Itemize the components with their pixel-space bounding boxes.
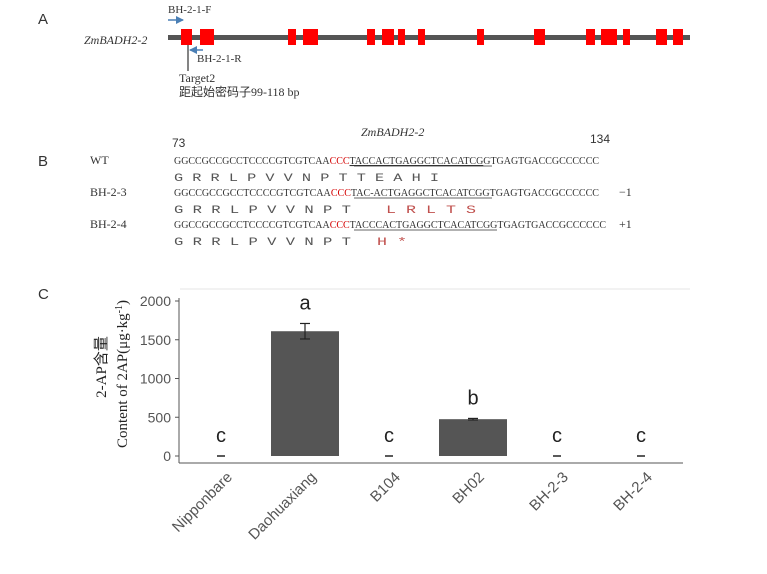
seq-bh-2-3: GGCCGCCGCCTCCCCGTCGTCAACCCTAC-ACTGAGGCTC…: [174, 187, 599, 199]
intron-line: [168, 35, 690, 40]
exon-1: [181, 29, 192, 45]
target-name: Target2: [179, 71, 215, 85]
indel-bh-2-4: +1: [619, 217, 632, 231]
panel-b: B ZmBADH2-2 73 134 WT GGCCGCCGCCTCCCCGTC…: [38, 125, 632, 249]
seq-wt-target: TACCACTGAGGCTCACATCG: [350, 155, 484, 167]
exon-11: [586, 29, 595, 45]
indel-bh-2-3: −1: [619, 185, 632, 199]
x-tick-label-Nipponbare: Nipponbare: [169, 469, 236, 536]
x-tick-label-BH-2-4: BH-2-4: [610, 469, 656, 515]
x-tick-label-B104: B104: [367, 469, 404, 506]
seq-bh-2-3-post: GTGAGTGACCGCCCCCC: [482, 187, 599, 199]
row-name-bh-2-3: BH-2-3: [90, 185, 127, 199]
exon-14: [656, 29, 667, 45]
primer-reverse-label: BH-2-1-R: [197, 53, 242, 65]
exon-3: [288, 29, 296, 45]
exon-10: [534, 29, 545, 45]
exon-9: [477, 29, 484, 45]
gene-name-b: ZmBADH2-2: [361, 125, 424, 139]
y-ticks: 0 500 1000 1500 2000: [140, 293, 179, 464]
aa-wt: G R R L P V V N P T T E A H I: [174, 173, 439, 185]
significance-letter-B104: c: [384, 425, 394, 447]
panel-c-label: C: [38, 286, 49, 303]
exon-15: [673, 29, 683, 45]
position-start: 73: [172, 136, 186, 150]
panel-c: C 2-AP含量 Content of 2AP(μg·kg-1) 0 500 100…: [38, 286, 690, 543]
y-axis-label-en: Content of 2AP(μg·kg-1): [114, 300, 131, 448]
aa-wt-normal: G R R L P V V N P T T E A H I: [174, 173, 439, 185]
significance-letter-BH02: b: [467, 387, 478, 409]
exon-12: [601, 29, 617, 45]
bar-Daohuaxiang: [271, 331, 339, 456]
primer-forward-label: BH-2-1-F: [168, 4, 211, 16]
exon-7: [398, 29, 405, 45]
y-tick-label-2: 1000: [140, 371, 171, 387]
panel-a-label: A: [38, 11, 48, 28]
target-description: 距起始密码子99-118 bp: [179, 84, 300, 99]
seq-wt-pam: CCC: [330, 155, 350, 167]
x-tick-label-BH02: BH02: [449, 469, 488, 508]
row-name-wt: WT: [90, 153, 109, 167]
seq-bh-2-3-pam: CCC: [331, 187, 351, 199]
significance-letter-Daohuaxiang: a: [299, 292, 311, 314]
exon-6: [382, 29, 394, 45]
seq-bh-2-3-target: TAC-ACTGAGGCTCACATCG: [351, 187, 482, 199]
significance-letter-Nipponbare: c: [216, 425, 226, 447]
exon-13: [623, 29, 630, 45]
y-axis-label-en-sup: -1: [114, 305, 125, 313]
gene-name-a: ZmBADH2-2: [84, 33, 147, 47]
seq-bh-2-4-pre: GGCCGCCGCCTCCCCGTCGTCAA: [174, 219, 330, 231]
seq-bh-2-4-pam: CCC: [330, 219, 350, 231]
seq-wt-pre: GGCCGCCGCCTCCCCGTCGTCAA: [174, 155, 330, 167]
aa-bh-2-4-mutant: H *: [377, 237, 407, 249]
y-axis-label-en-close: ): [115, 300, 131, 305]
seq-wt-post: GTGAGTGACCGCCCCCC: [483, 155, 599, 167]
seq-bh-2-4-target: TACCCACTGAGGCTCACATCG: [350, 219, 491, 231]
aa-bh-2-4-normal: G R R L P V V N P T: [174, 237, 352, 249]
x-tick-label-BH-2-3: BH-2-3: [526, 469, 572, 515]
position-end: 134: [590, 132, 610, 146]
seq-bh-2-4: GGCCGCCGCCTCCCCGTCGTCAACCCTACCCACTGAGGCT…: [174, 219, 606, 231]
exon-8: [418, 29, 425, 45]
significance-letter-BH-2-4: c: [636, 425, 646, 447]
exons: [181, 29, 683, 45]
y-tick-label-3: 1500: [140, 332, 171, 348]
significance-letter-BH-2-3: c: [552, 425, 562, 447]
y-tick-label-4: 2000: [140, 293, 171, 309]
panel-a: A ZmBADH2-2 BH-2-1-F BH-2-1-R Target: [38, 4, 690, 99]
aa-bh-2-3-normal: G R R L P V V N P T: [174, 205, 352, 217]
exon-5: [367, 29, 375, 45]
y-tick-label-0: 0: [163, 448, 171, 464]
y-axis-label-cn: 2-AP含量: [93, 336, 110, 398]
x-tick-labels: Nipponbare Daohuaxiang B104 BH02 BH-2-3 BH-2-…: [169, 469, 656, 544]
x-tick-label-Daohuaxiang: Daohuaxiang: [245, 469, 320, 544]
exon-4: [303, 29, 318, 45]
exon-2: [200, 29, 214, 45]
y-tick-label-1: 500: [148, 409, 172, 425]
bars: c a c b c c: [216, 292, 646, 457]
bar-BH02: [439, 419, 507, 456]
seq-bh-2-3-pre: GGCCGCCGCCTCCCCGTCGTCAA: [174, 187, 331, 199]
panel-b-label: B: [38, 153, 48, 170]
seq-wt: GGCCGCCGCCTCCCCGTCGTCAACCCTACCACTGAGGCTC…: [174, 155, 599, 167]
row-name-bh-2-4: BH-2-4: [90, 217, 127, 231]
aa-bh-2-3-mutant: L R L T S: [386, 205, 477, 217]
y-axis-label-en-main: Content of 2AP(μg·kg: [115, 313, 131, 448]
seq-bh-2-4-post: GTGAGTGACCGCCCCCC: [490, 219, 606, 231]
